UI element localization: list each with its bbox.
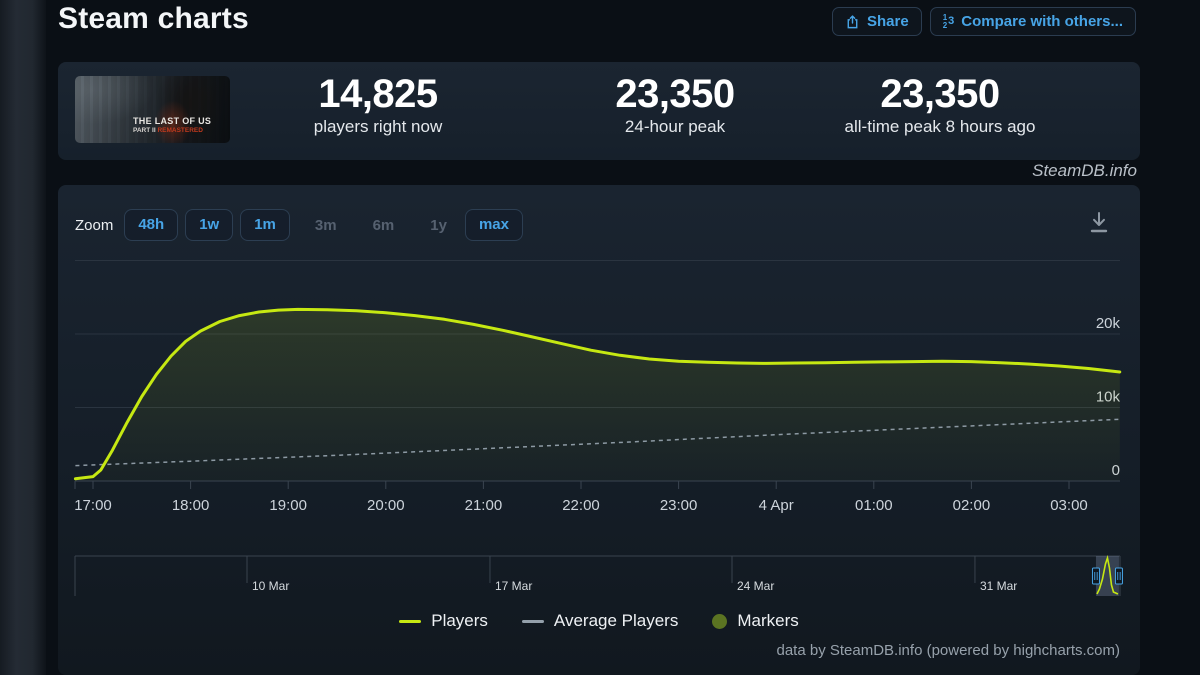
zoom-range-1m-button[interactable]: 1m [240, 209, 290, 241]
chart-legend: Players Average Players Markers [58, 611, 1140, 631]
compare-button[interactable]: 1 2 3 Compare with others... [929, 7, 1136, 36]
navigator-selected-range[interactable] [1095, 556, 1119, 596]
page-title: Steam charts [58, 2, 249, 35]
x-axis-label: 01:00 [855, 497, 893, 514]
x-axis-label: 19:00 [269, 497, 307, 514]
navigator-date-label: 17 Mar [495, 579, 532, 593]
x-axis-label: 21:00 [465, 497, 503, 514]
x-axis-label: 03:00 [1050, 497, 1088, 514]
compare-label: Compare with others... [961, 13, 1123, 30]
legend-markers-label: Markers [737, 611, 799, 630]
highcharts-credit: data by SteamDB.info (powered by highcha… [776, 642, 1121, 659]
players-line-swatch-icon [399, 619, 422, 623]
compare-numbered-list-icon: 1 2 3 [942, 12, 955, 30]
stat-24h-peak-value: 23,350 [615, 72, 735, 116]
background-strip [0, 0, 46, 675]
share-button[interactable]: Share [832, 7, 922, 36]
zoom-range-1y-disabled: 1y [430, 216, 447, 234]
zoom-range-3m-disabled: 3m [314, 216, 337, 234]
x-axis-label: 02:00 [953, 497, 991, 514]
header-actions: Share 1 2 3 Compare with others... [832, 7, 1136, 36]
legend-item-markers[interactable]: Markers [712, 611, 799, 631]
legend-item-players[interactable]: Players [399, 611, 488, 631]
zoom-range-48h-button[interactable]: 48h [124, 209, 179, 241]
range-navigator[interactable]: 10 Mar 17 Mar 24 Mar 31 Mar [74, 554, 1123, 596]
navigator-date-label: 31 Mar [980, 579, 1017, 593]
share-icon [847, 14, 858, 28]
legend-average-players-label: Average Players [553, 611, 679, 630]
average-players-line [75, 418, 1120, 467]
x-axis-label: 20:00 [367, 497, 405, 514]
x-axis-label: 22:00 [562, 497, 600, 514]
navigator-left-handle[interactable] [1091, 567, 1100, 585]
stat-players-now: 14,825 players right now [248, 72, 508, 137]
zoom-range-6m-disabled: 6m [372, 216, 395, 234]
average-players-line-swatch-icon [521, 619, 544, 623]
navigator-right-handle[interactable] [1114, 567, 1123, 585]
players-area-fill [75, 309, 1120, 481]
navigator-mini-series [1096, 554, 1119, 595]
zoom-label: Zoom [75, 216, 114, 234]
x-axis-label: 17:00 [74, 497, 112, 514]
stat-players-now-value: 14,825 [318, 72, 438, 116]
download-chart-icon[interactable] [1086, 209, 1112, 236]
x-axis-label: 4 Apr [759, 497, 794, 514]
stat-alltime-peak-label: all-time peak 8 hours ago [844, 117, 1036, 136]
navigator-date-label: 10 Mar [252, 579, 289, 593]
y-axis-label: 20k [1096, 315, 1121, 332]
zoom-range-1w-button[interactable]: 1w [185, 209, 234, 241]
stat-24h-peak-label: 24-hour peak [624, 117, 726, 136]
markers-circle-swatch-icon [712, 613, 728, 629]
share-label: Share [867, 13, 909, 30]
x-axis-label: 18:00 [172, 497, 210, 514]
stat-players-now-label: players right now [313, 117, 443, 136]
navigator-date-label: 24 Mar [737, 579, 774, 593]
stat-alltime-peak: 23,350 all-time peak 8 hours ago [760, 72, 1120, 137]
zoom-toolbar: Zoom 48h 1w 1m 3m 6m 1y max [75, 209, 530, 241]
stat-alltime-peak-value: 23,350 [880, 72, 1000, 116]
game-capsule-image[interactable]: THE LAST OF US PART II REMASTERED [75, 76, 230, 143]
stat-24h-peak: 23,350 24-hour peak [545, 72, 805, 137]
players-line [73, 307, 1122, 481]
zoom-range-max-button[interactable]: max [464, 209, 523, 241]
steamdb-watermark: SteamDB.info [1032, 161, 1137, 180]
x-axis-label: 23:00 [660, 497, 698, 514]
players-chart[interactable]: 010k20k17:0018:0019:0020:0021:0022:0023:… [58, 245, 1140, 605]
legend-item-average-players[interactable]: Average Players [521, 611, 679, 631]
game-logo: THE LAST OF US PART II REMASTERED [133, 116, 212, 134]
stats-panel: THE LAST OF US PART II REMASTERED 14,825… [58, 62, 1140, 160]
legend-players-label: Players [431, 611, 488, 630]
